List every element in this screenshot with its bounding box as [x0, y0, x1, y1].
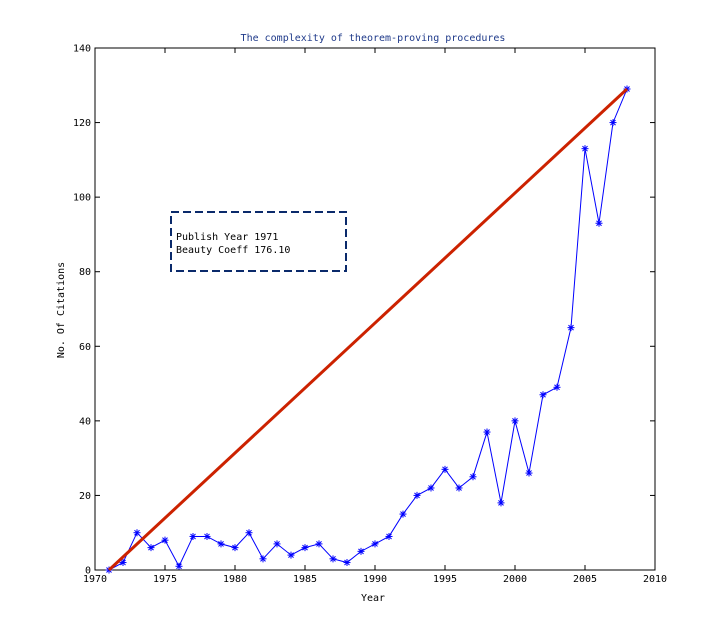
data-point: [147, 544, 155, 552]
annotation-line-1: Publish Year 1971: [176, 232, 278, 243]
data-point: [553, 383, 561, 391]
data-point: [343, 559, 351, 567]
data-point: [175, 562, 183, 570]
data-point: [273, 540, 281, 548]
data-point: [441, 465, 449, 473]
y-tick-label: 40: [79, 416, 91, 427]
x-axis-title: Year: [361, 593, 385, 604]
y-tick-label: 120: [73, 118, 91, 129]
x-tick-label: 2010: [643, 574, 667, 585]
data-point: [595, 219, 603, 227]
data-point: [455, 484, 463, 492]
data-point: [469, 473, 477, 481]
x-tick-label: 1970: [83, 574, 107, 585]
data-point: [315, 540, 323, 548]
y-tick-label: 60: [79, 342, 91, 353]
data-point: [427, 484, 435, 492]
data-point: [497, 499, 505, 507]
x-tick-label: 1980: [223, 574, 247, 585]
data-point: [203, 532, 211, 540]
y-tick-label: 20: [79, 491, 91, 502]
annotation-line-2: Beauty Coeff 176.10: [176, 245, 290, 256]
data-point: [189, 532, 197, 540]
annotation-frame: [170, 211, 347, 272]
data-point: [539, 391, 547, 399]
data-point: [245, 529, 253, 537]
data-point: [301, 544, 309, 552]
x-tick-label: 1975: [153, 574, 177, 585]
x-tick-label: 1995: [433, 574, 457, 585]
chart-title: The complexity of theorem-proving proced…: [241, 33, 506, 44]
data-point: [287, 551, 295, 559]
data-point: [231, 544, 239, 552]
data-point: [567, 324, 575, 332]
data-point: [385, 532, 393, 540]
y-axis-title: No. Of Citations: [56, 262, 67, 358]
data-point: [161, 536, 169, 544]
data-point: [413, 491, 421, 499]
data-point: [357, 547, 365, 555]
data-point: [133, 529, 141, 537]
y-tick-label: 100: [73, 193, 91, 204]
data-point: [581, 145, 589, 153]
data-point: [259, 555, 267, 563]
y-tick-label: 80: [79, 267, 91, 278]
data-point: [511, 417, 519, 425]
plot-frame: [94, 47, 656, 571]
data-point: [609, 119, 617, 127]
series-group: [105, 85, 631, 574]
x-tick-label: 1990: [363, 574, 387, 585]
y-tick-label: 0: [85, 566, 91, 577]
data-point: [217, 540, 225, 548]
trend-line: [107, 87, 629, 572]
x-tick-label: 2005: [573, 574, 597, 585]
data-point: [329, 555, 337, 563]
x-tick-label: 2000: [503, 574, 527, 585]
data-point: [119, 559, 127, 567]
axis-ticks: 1970 1975 1980 1985 1990 1995 2000 2005 2010 0 20 4…: [73, 44, 667, 586]
data-point: [483, 428, 491, 436]
y-tick-label: 140: [73, 44, 91, 55]
data-point: [399, 510, 407, 518]
x-tick-label: 1985: [293, 574, 317, 585]
data-point: [371, 540, 379, 548]
data-point: [525, 469, 533, 477]
annotation-box: Publish Year 1971 Beauty Coeff 176.10: [170, 211, 347, 272]
